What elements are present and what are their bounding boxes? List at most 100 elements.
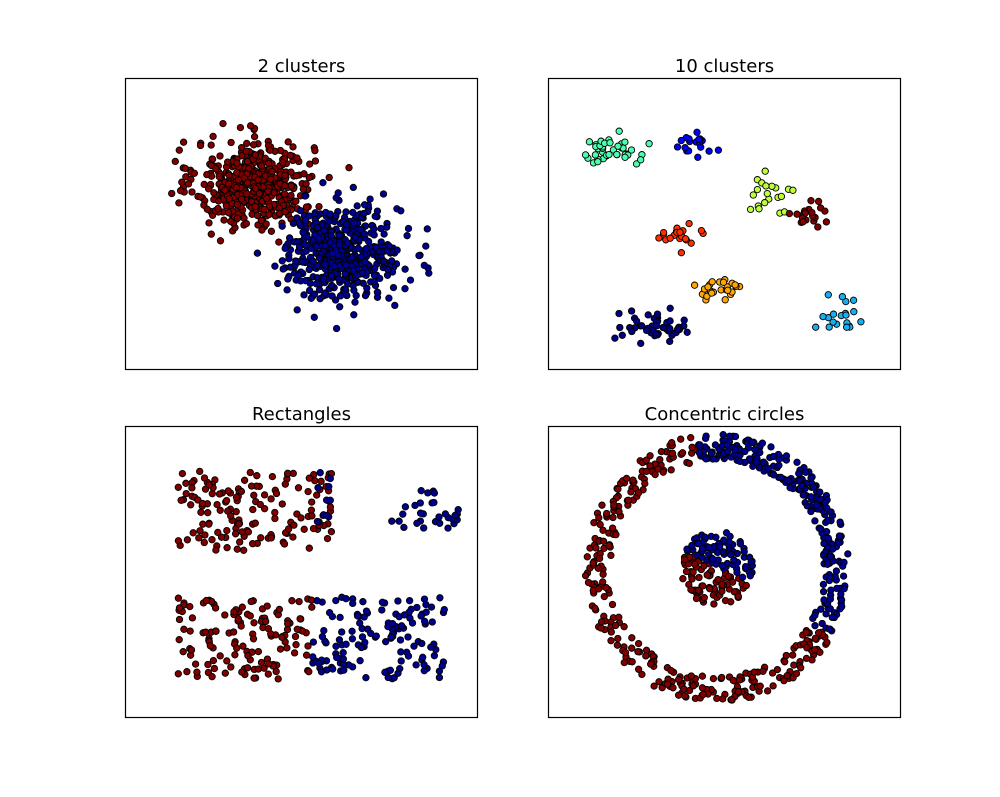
data-point [294, 271, 303, 279]
data-point [211, 604, 220, 612]
data-point [391, 301, 399, 310]
data-point [621, 138, 629, 146]
data-point [733, 549, 741, 558]
data-point [825, 576, 834, 585]
data-point [366, 195, 374, 203]
data-point [214, 528, 222, 537]
data-point [681, 555, 689, 564]
data-point [589, 559, 597, 567]
data-point [842, 297, 850, 306]
data-point [271, 514, 279, 523]
data-point [832, 567, 841, 575]
data-point [839, 572, 848, 580]
data-point [584, 578, 593, 587]
data-point [614, 634, 622, 643]
data-point [828, 613, 836, 622]
data-point [344, 280, 352, 288]
data-point [330, 262, 338, 270]
data-point [234, 615, 242, 623]
data-point [742, 581, 750, 590]
data-point [397, 657, 405, 665]
data-point [284, 138, 292, 146]
data-point [176, 187, 185, 195]
data-point [205, 520, 213, 528]
data-point [326, 474, 334, 483]
data-point [223, 526, 231, 535]
data-point [669, 684, 677, 692]
data-point [308, 603, 316, 611]
data-point [301, 192, 309, 200]
data-point [668, 449, 677, 457]
data-point [666, 317, 674, 325]
data-point [281, 480, 289, 488]
data-point [263, 602, 271, 610]
data-point [802, 654, 811, 663]
data-point [336, 303, 344, 311]
data-point [624, 496, 632, 504]
data-point [293, 154, 301, 162]
data-point [410, 642, 418, 650]
data-point [789, 186, 797, 194]
data-point [758, 439, 767, 447]
data-point [653, 322, 661, 330]
data-point [685, 219, 693, 228]
data-point [225, 180, 233, 188]
data-point [761, 199, 769, 207]
data-point [208, 536, 216, 544]
data-point [627, 488, 635, 496]
data-point [718, 562, 726, 570]
data-point [746, 572, 754, 580]
data-point [590, 519, 598, 527]
data-point [227, 138, 235, 147]
data-point [342, 595, 350, 603]
data-point [610, 501, 618, 509]
data-point [638, 322, 646, 330]
data-point [388, 620, 397, 628]
data-point [812, 323, 820, 331]
data-point [199, 520, 207, 528]
data-point [328, 281, 336, 290]
data-point [613, 150, 621, 159]
data-point [400, 523, 408, 532]
data-point [420, 667, 428, 675]
data-point [182, 489, 190, 498]
data-point [311, 157, 320, 165]
data-point [693, 128, 701, 136]
data-point [824, 516, 832, 524]
data-point [685, 459, 693, 468]
scatter-points [581, 431, 852, 704]
data-point [793, 458, 801, 466]
data-point [212, 165, 220, 173]
data-point [615, 127, 623, 135]
data-point [339, 655, 348, 663]
data-point [200, 538, 208, 547]
data-point [797, 664, 805, 672]
data-point [359, 598, 367, 606]
data-point [405, 597, 414, 605]
data-point [336, 292, 345, 300]
data-point [404, 652, 413, 660]
data-point [187, 501, 195, 509]
data-point [345, 164, 353, 172]
data-point [300, 170, 308, 178]
data-point [280, 540, 289, 548]
data-point [607, 637, 615, 645]
data-point [740, 548, 748, 556]
data-point [360, 230, 368, 238]
data-point [349, 266, 357, 275]
data-point [231, 651, 239, 659]
data-point [642, 326, 651, 335]
data-point [844, 550, 852, 558]
data-point [296, 206, 304, 215]
data-point [187, 646, 196, 654]
data-point [655, 234, 663, 242]
data-point [712, 560, 720, 568]
data-point [188, 188, 196, 196]
data-point [620, 658, 628, 667]
data-point [702, 455, 710, 463]
data-point [360, 613, 368, 621]
data-point [835, 539, 843, 547]
data-point [278, 222, 286, 230]
data-point [826, 552, 835, 560]
data-point [271, 262, 279, 270]
